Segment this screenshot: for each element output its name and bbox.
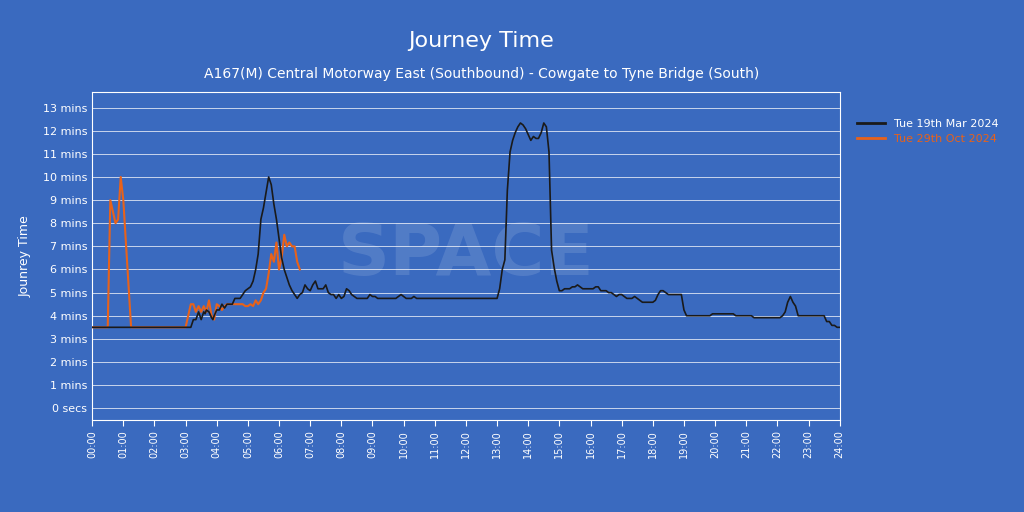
Y-axis label: Jounrey Time: Jounrey Time [18,215,32,297]
Text: SPACE: SPACE [338,222,594,290]
Legend: Tue 19th Mar 2024, Tue 29th Oct 2024: Tue 19th Mar 2024, Tue 29th Oct 2024 [853,114,1002,148]
Text: A167(M) Central Motorway East (Southbound) - Cowgate to Tyne Bridge (South): A167(M) Central Motorway East (Southboun… [204,67,759,80]
Text: Journey Time: Journey Time [409,31,554,51]
